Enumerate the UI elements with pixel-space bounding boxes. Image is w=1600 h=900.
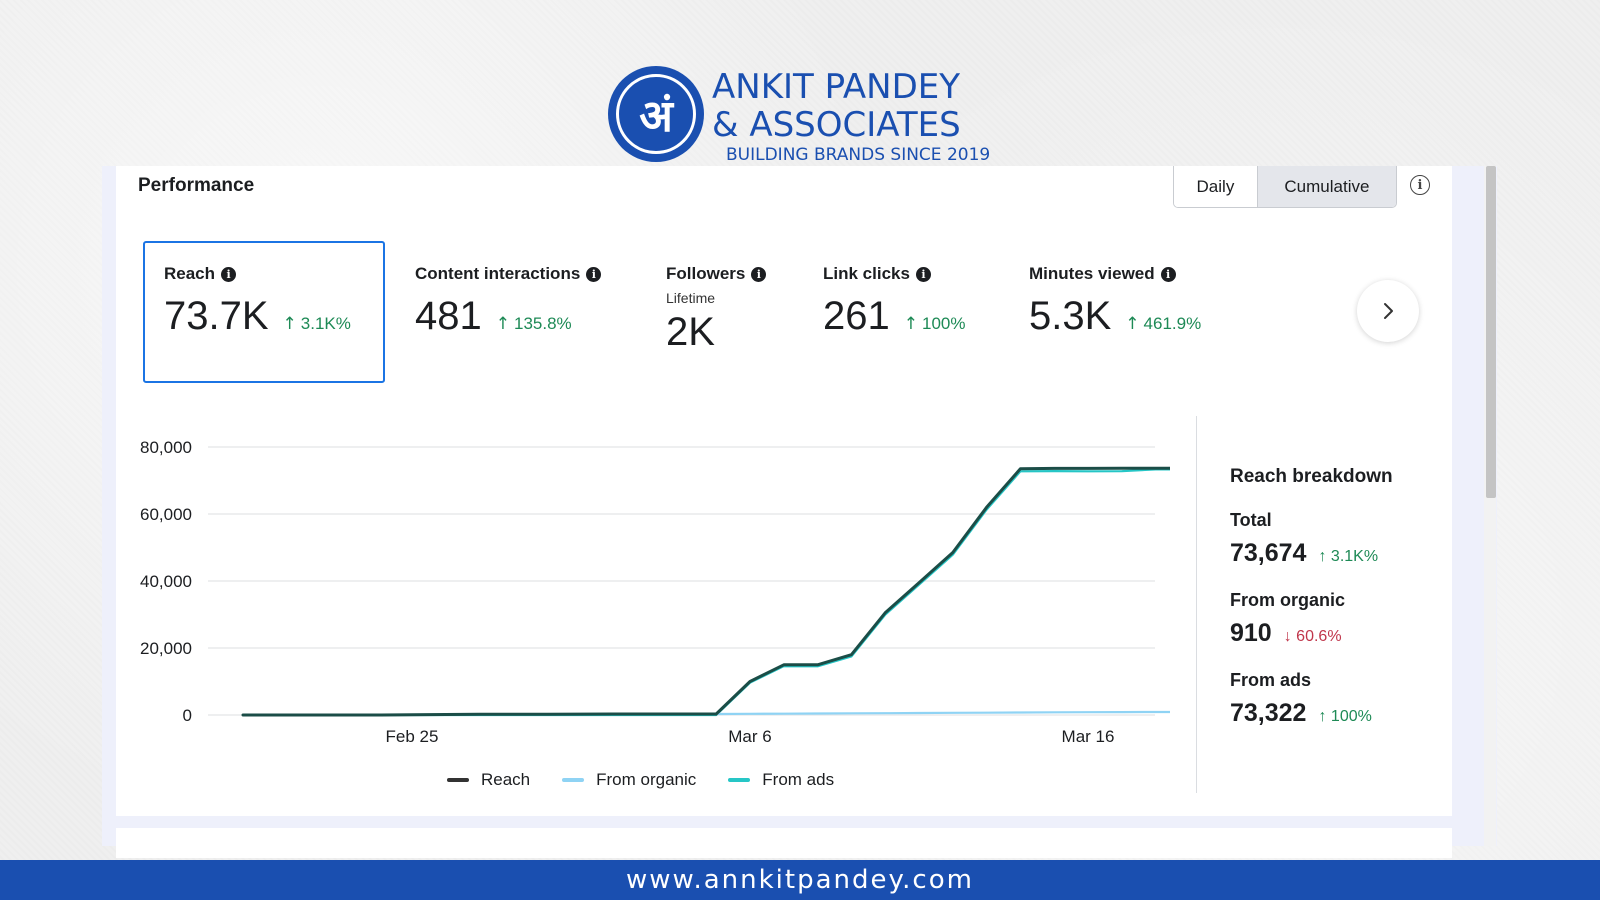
x-tick-label: Feb 25 [386, 727, 439, 746]
metric-label: Minutes viewed [1029, 264, 1155, 283]
reach-line-chart: 0 20,000 40,000 60,000 80,000 Feb 25 Mar 6 Mar … [140, 438, 1170, 746]
arrow-up-icon: ↑ [1125, 314, 1140, 334]
metric-value: 481 [415, 294, 482, 338]
legend-label: From organic [596, 770, 697, 789]
breakdown-change: ↑ 100% [1318, 708, 1372, 725]
metric-change: ↑ 461.9% [1125, 314, 1202, 334]
metric-followers[interactable]: Followers i Lifetime 2K [666, 264, 767, 354]
metric-minutes-viewed[interactable]: Minutes viewed i 5.3K ↑ 461.9% [1029, 264, 1201, 338]
info-icon[interactable]: i [586, 266, 602, 282]
metric-value: 261 [823, 294, 890, 338]
metric-label: Content interactions [415, 264, 581, 283]
view-toggle: Daily Cumulative [1173, 166, 1397, 208]
breakdown-label: From ads [1230, 670, 1312, 690]
reach-breakdown: Reach breakdown Total 73,674 ↑ 3.1K% Fro… [1230, 466, 1393, 728]
metric-change: ↑ 100% [903, 314, 966, 334]
page-title: Performance [138, 175, 255, 196]
footer-bar: www.annkitpandey.com [0, 860, 1600, 900]
brand-header: अं ANKIT PANDEY & ASSOCIATES BUILDING BR… [608, 66, 1000, 166]
metric-change: ↑ 135.8% [495, 314, 572, 334]
brand-name-line2: & ASSOCIATES [712, 105, 961, 145]
legend-swatch [728, 778, 751, 782]
metric-label: Followers [666, 264, 746, 283]
breakdown-change: ↑ 3.1K% [1318, 548, 1379, 565]
breakdown-organic: From organic 910 ↓ 60.6% [1230, 590, 1393, 648]
legend-swatch [447, 778, 469, 782]
brand-name: ANKIT PANDEY & ASSOCIATES [712, 68, 961, 144]
metric-value: 2K [666, 310, 715, 354]
y-tick-label: 20,000 [140, 639, 192, 658]
breakdown-label: Total [1230, 510, 1272, 530]
breakdown-total: Total 73,674 ↑ 3.1K% [1230, 510, 1393, 568]
info-icon[interactable]: i [915, 266, 931, 282]
metric-label: Reach [164, 264, 216, 283]
arrow-down-icon: ↓ [1283, 628, 1292, 645]
series-line-from-ads [241, 468, 1170, 717]
arrow-up-icon: ↑ [495, 314, 510, 334]
scrollbar-thumb[interactable] [1486, 166, 1496, 498]
y-tick-label: 40,000 [140, 572, 192, 591]
info-icon[interactable]: i [221, 266, 237, 282]
x-tick-label: Mar 16 [1062, 727, 1115, 746]
arrow-up-icon: ↑ [1318, 548, 1327, 565]
y-tick-label: 60,000 [140, 505, 192, 524]
metric-value: 5.3K [1029, 294, 1112, 338]
metric-reach[interactable]: Reach i 73.7K ↑ 3.1K% [164, 264, 351, 338]
legend-item-reach[interactable]: Reach [447, 770, 530, 790]
x-tick-label: Mar 6 [728, 727, 771, 746]
arrow-up-icon: ↑ [903, 314, 918, 334]
performance-panel [116, 166, 1452, 816]
metric-content-interactions[interactable]: Content interactions i 481 ↑ 135.8% [415, 264, 602, 338]
arrow-up-icon: ↑ [282, 314, 297, 334]
metric-sublabel: Lifetime [666, 290, 716, 306]
metric-link-clicks[interactable]: Link clicks i 261 ↑ 100% [823, 264, 965, 338]
toggle-cumulative-button[interactable]: Cumulative [1256, 166, 1396, 207]
info-icon[interactable]: i [751, 266, 767, 282]
legend-label: From ads [762, 770, 835, 789]
brand-tagline: BUILDING BRANDS SINCE 2019 [726, 145, 991, 165]
brand-logo-glyph: अं [616, 74, 696, 154]
info-icon[interactable]: i [1410, 175, 1430, 195]
legend-item-organic[interactable]: From organic [562, 770, 696, 790]
y-tick-label: 80,000 [140, 438, 192, 457]
metric-value: 73.7K [164, 294, 269, 338]
breakdown-value: 73,674 [1230, 539, 1307, 567]
brand-name-line1: ANKIT PANDEY [712, 67, 961, 107]
brand-logo: अं [608, 66, 704, 162]
legend-label: Reach [481, 770, 531, 789]
next-panel [116, 828, 1452, 858]
series-line-reach [241, 466, 1170, 717]
arrow-up-icon: ↑ [1318, 708, 1327, 725]
breakdown-ads: From ads 73,322 ↑ 100% [1230, 670, 1393, 728]
metric-change: ↑ 3.1K% [282, 314, 351, 334]
breakdown-value: 910 [1230, 619, 1272, 647]
breakdown-title: Reach breakdown [1230, 466, 1393, 487]
toggle-daily-button[interactable]: Daily [1174, 166, 1257, 207]
next-metrics-button[interactable] [1357, 280, 1419, 342]
metric-label: Link clicks [823, 264, 910, 283]
chart-legend: Reach From organic From ads [447, 770, 834, 790]
breakdown-label: From organic [1230, 590, 1346, 610]
legend-swatch [562, 778, 585, 782]
chevron-right-icon [1384, 303, 1393, 319]
breakdown-change: ↓ 60.6% [1283, 628, 1342, 645]
y-tick-label: 0 [183, 706, 192, 725]
chart-divider [1196, 416, 1197, 793]
legend-item-ads[interactable]: From ads [728, 770, 834, 790]
reach-metric-card[interactable] [143, 241, 385, 383]
footer-url[interactable]: www.annkitpandey.com [626, 865, 974, 895]
breakdown-value: 73,322 [1230, 699, 1307, 727]
info-icon[interactable]: i [1160, 266, 1176, 282]
